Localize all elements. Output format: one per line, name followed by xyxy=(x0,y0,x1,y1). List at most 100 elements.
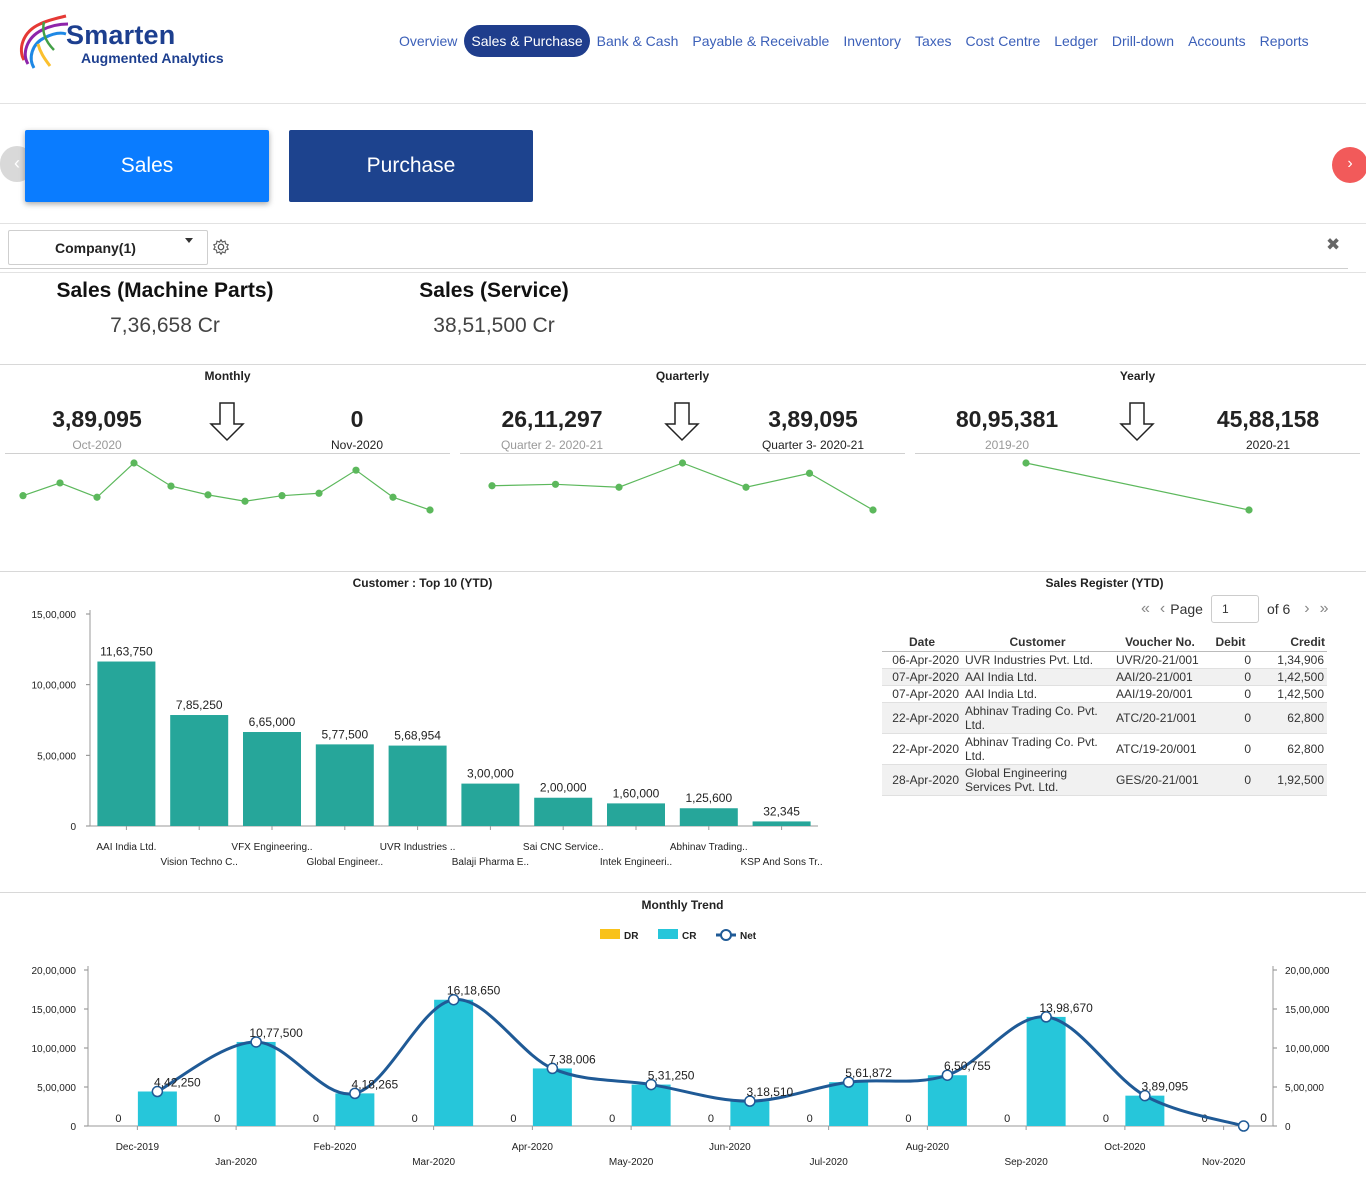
cell-credit: 1,92,500 xyxy=(1254,764,1327,796)
net-point[interactable] xyxy=(349,1087,361,1100)
net-point[interactable] xyxy=(1237,1120,1250,1132)
customer-bar[interactable] xyxy=(607,803,665,826)
net-point[interactable] xyxy=(250,1036,262,1048)
dr-value-label: 0 xyxy=(115,1113,121,1125)
nav-taxes[interactable]: Taxes xyxy=(914,33,952,49)
customer-bar[interactable] xyxy=(243,732,301,826)
cr-bar[interactable] xyxy=(434,999,474,1126)
cr-bar[interactable] xyxy=(532,1068,572,1126)
page-number-input[interactable] xyxy=(1210,595,1259,623)
sparkline-point[interactable] xyxy=(615,483,623,491)
customer-bar[interactable] xyxy=(534,797,593,826)
nav-cost-centre[interactable]: Cost Centre xyxy=(965,33,1041,49)
company-filter-dropdown[interactable]: Company(1) xyxy=(8,230,208,265)
sparkline-point[interactable] xyxy=(488,482,496,490)
sparkline-point[interactable] xyxy=(241,497,249,505)
sparkline-point[interactable] xyxy=(56,479,64,487)
sparkline-point[interactable] xyxy=(426,506,434,514)
sparkline-point[interactable] xyxy=(551,480,560,488)
net-point[interactable] xyxy=(744,1095,756,1107)
cell-debit: 0 xyxy=(1207,668,1255,686)
customer-bar[interactable] xyxy=(752,821,811,826)
monthly-left-value: 3,89,095 xyxy=(52,406,142,432)
next-page-icon[interactable]: › xyxy=(1304,600,1310,617)
nav-ledger[interactable]: Ledger xyxy=(1054,33,1098,49)
cr-bar[interactable] xyxy=(927,1075,967,1126)
table-row[interactable]: 06-Apr-2020 UVR Industries Pvt. Ltd. UVR… xyxy=(882,651,1327,669)
cell-credit: 62,800 xyxy=(1254,733,1327,765)
net-point[interactable] xyxy=(645,1078,657,1091)
legend-label[interactable]: CR xyxy=(682,931,697,942)
net-point[interactable] xyxy=(941,1069,954,1081)
net-point[interactable] xyxy=(842,1076,855,1088)
prev-page-icon[interactable]: ‹ xyxy=(1159,600,1166,617)
column-header-customer[interactable]: Customer xyxy=(962,633,1113,652)
legend-label[interactable]: DR xyxy=(624,931,639,942)
sparkline-point[interactable] xyxy=(352,466,360,474)
nav-inventory[interactable]: Inventory xyxy=(843,33,901,49)
sparkline-point[interactable] xyxy=(742,483,750,491)
net-point[interactable] xyxy=(1040,1011,1052,1023)
nav-bank-cash[interactable]: Bank & Cash xyxy=(596,33,679,49)
sparkline-point[interactable] xyxy=(678,459,687,467)
customer-bar[interactable] xyxy=(461,783,520,826)
sparkline-point[interactable] xyxy=(130,459,138,467)
cr-bar[interactable] xyxy=(631,1084,671,1126)
sparkline-point[interactable] xyxy=(1022,459,1030,467)
sparkline-point[interactable] xyxy=(19,492,27,500)
nav-overview[interactable]: Overview xyxy=(399,33,458,49)
tab-purchase[interactable]: Purchase xyxy=(289,130,533,202)
net-point[interactable] xyxy=(151,1085,164,1098)
monthly-trend-chart: DR CR Net 0 0 5,00,000 5,00,000 10,00,000 10,00,… xyxy=(32,929,1330,1168)
net-point[interactable] xyxy=(447,993,460,1006)
x-tick-label: Jun-2020 xyxy=(709,1142,751,1153)
sparkline-point[interactable] xyxy=(278,492,286,500)
column-header-debit[interactable]: Debit xyxy=(1207,633,1255,652)
sparkline-point[interactable] xyxy=(204,491,212,499)
customer-bar[interactable] xyxy=(315,744,374,826)
logo-title: Smarten xyxy=(66,20,176,50)
sparkline-point[interactable] xyxy=(1245,506,1253,514)
customer-bar[interactable] xyxy=(388,745,447,826)
bar-value-label: 5,68,954 xyxy=(394,729,441,743)
cr-bar[interactable] xyxy=(829,1082,869,1126)
customer-bar[interactable] xyxy=(97,661,156,826)
column-header-date[interactable]: Date xyxy=(882,633,962,652)
sparkline-point[interactable] xyxy=(869,506,877,514)
table-row[interactable]: 07-Apr-2020 AAI India Ltd. AAI/20-21/001… xyxy=(882,668,1327,686)
table-row[interactable]: 07-Apr-2020 AAI India Ltd. AAI/19-20/001… xyxy=(882,685,1327,703)
down-arrow-icon xyxy=(664,402,700,442)
kpi-service-title: Sales (Service) xyxy=(419,279,569,302)
cr-bar[interactable] xyxy=(1026,1016,1066,1126)
table-row[interactable]: 22-Apr-2020 Abhinav Trading Co. Pvt. Ltd… xyxy=(882,733,1327,765)
customer-bar[interactable] xyxy=(679,808,738,826)
nav-payable-receivable[interactable]: Payable & Receivable xyxy=(692,33,830,49)
column-header-credit[interactable]: Credit xyxy=(1254,633,1327,652)
cr-bar[interactable] xyxy=(236,1041,276,1126)
gear-icon[interactable] xyxy=(212,238,230,256)
page-label: Page xyxy=(1170,601,1203,617)
close-icon[interactable]: ✖ xyxy=(1326,235,1341,254)
sparkline-point[interactable] xyxy=(93,493,101,501)
legend-label[interactable]: Net xyxy=(740,931,757,942)
net-point[interactable] xyxy=(1139,1089,1151,1102)
carousel-next-button[interactable]: › xyxy=(1332,147,1366,183)
sparkline-point[interactable] xyxy=(389,493,397,501)
sparkline-point[interactable] xyxy=(805,469,814,477)
customer-bar[interactable] xyxy=(170,715,229,826)
last-page-icon[interactable]: » xyxy=(1319,600,1329,617)
nav-accounts[interactable]: Accounts xyxy=(1188,33,1246,49)
net-point[interactable] xyxy=(546,1062,559,1075)
cell-debit: 0 xyxy=(1207,764,1255,796)
nav-reports[interactable]: Reports xyxy=(1259,33,1309,49)
sparkline-point[interactable] xyxy=(167,482,175,490)
tab-sales[interactable]: Sales xyxy=(25,130,269,202)
sparkline-point[interactable] xyxy=(315,489,323,497)
nav-sales-purchase[interactable]: Sales & Purchase xyxy=(464,25,590,57)
nav-drill-down[interactable]: Drill-down xyxy=(1111,33,1175,49)
first-page-icon[interactable]: « xyxy=(1141,600,1150,617)
y2-tick-label: 0 xyxy=(1285,1122,1291,1133)
column-header-voucher[interactable]: Voucher No. xyxy=(1113,633,1207,652)
table-row[interactable]: 28-Apr-2020 Global Engineering Services … xyxy=(882,764,1327,796)
table-row[interactable]: 22-Apr-2020 Abhinav Trading Co. Pvt. Ltd… xyxy=(882,702,1327,734)
